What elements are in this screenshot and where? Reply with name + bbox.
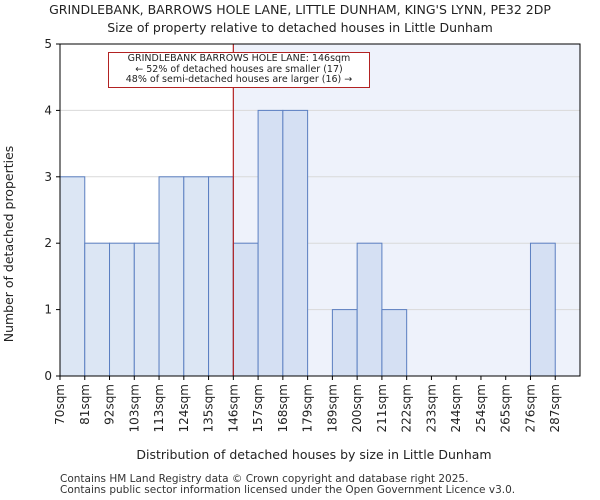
y-tick-label: 0 <box>44 369 52 383</box>
x-tick-label: 287sqm <box>548 384 562 432</box>
y-tick-label: 4 <box>44 103 52 117</box>
bar-70sqm <box>59 176 86 377</box>
x-tick-label: 211sqm <box>375 384 389 432</box>
plot-frame <box>59 43 581 377</box>
annotation-box: GRINDLEBANK BARROWS HOLE LANE: 146sqm ← … <box>108 52 370 88</box>
bar-211sqm <box>381 309 408 377</box>
x-tick-label: 244sqm <box>449 384 463 432</box>
bar-103sqm <box>133 242 160 377</box>
chart-subtitle: Size of property relative to detached ho… <box>107 20 493 35</box>
bar-113sqm <box>158 176 185 377</box>
x-tick-label: 233sqm <box>424 384 438 432</box>
bar-124sqm <box>183 176 210 377</box>
y-axis-label: Number of detached properties <box>1 146 16 343</box>
x-tick-label: 222sqm <box>400 384 414 432</box>
bar-135sqm <box>208 176 234 377</box>
x-tick-label: 168sqm <box>276 384 290 432</box>
x-tick-label: 146sqm <box>226 384 240 432</box>
x-tick-label: 276sqm <box>523 384 537 432</box>
x-tick-label: 92sqm <box>103 384 117 425</box>
bar-276sqm <box>529 242 556 377</box>
x-tick-label: 70sqm <box>53 384 67 425</box>
y-tick-label: 5 <box>44 37 52 51</box>
x-tick-label: 124sqm <box>177 384 191 432</box>
x-tick-label: 113sqm <box>152 384 166 432</box>
bar-146sqm <box>232 242 259 377</box>
x-tick-label: 103sqm <box>127 384 141 432</box>
x-tick-label: 179sqm <box>301 384 315 432</box>
bar-189sqm <box>331 309 358 377</box>
y-tick-label: 2 <box>44 236 52 250</box>
y-tick-label: 1 <box>44 303 52 317</box>
bar-168sqm <box>282 109 309 377</box>
bar-157sqm <box>257 109 284 377</box>
bar-200sqm <box>356 242 383 377</box>
x-tick-label: 200sqm <box>350 384 364 432</box>
x-tick-label: 189sqm <box>325 384 339 432</box>
x-tick-label: 135sqm <box>202 384 216 432</box>
annotation-line-3: 48% of semi-detached houses are larger (… <box>125 74 353 85</box>
chart-title: GRINDLEBANK, BARROWS HOLE LANE, LITTLE D… <box>49 2 551 17</box>
bar-92sqm <box>109 242 135 377</box>
x-tick-label: 81sqm <box>78 384 92 425</box>
x-tick-label: 157sqm <box>251 384 265 432</box>
footer-line-1: Contains HM Land Registry data © Crown c… <box>60 473 469 485</box>
y-tick-label: 3 <box>44 170 52 184</box>
annotation-line-2: ← 52% of detached houses are smaller (17… <box>135 63 343 75</box>
x-tick-label: 265sqm <box>499 384 513 432</box>
x-tick-label: 254sqm <box>474 384 488 432</box>
x-axis-label: Distribution of detached houses by size … <box>136 447 491 462</box>
footer-line-2: Contains public sector information licen… <box>60 484 516 496</box>
bar-81sqm <box>84 242 111 377</box>
annotation-line-1: GRINDLEBANK BARROWS HOLE LANE: 146sqm <box>127 53 351 64</box>
